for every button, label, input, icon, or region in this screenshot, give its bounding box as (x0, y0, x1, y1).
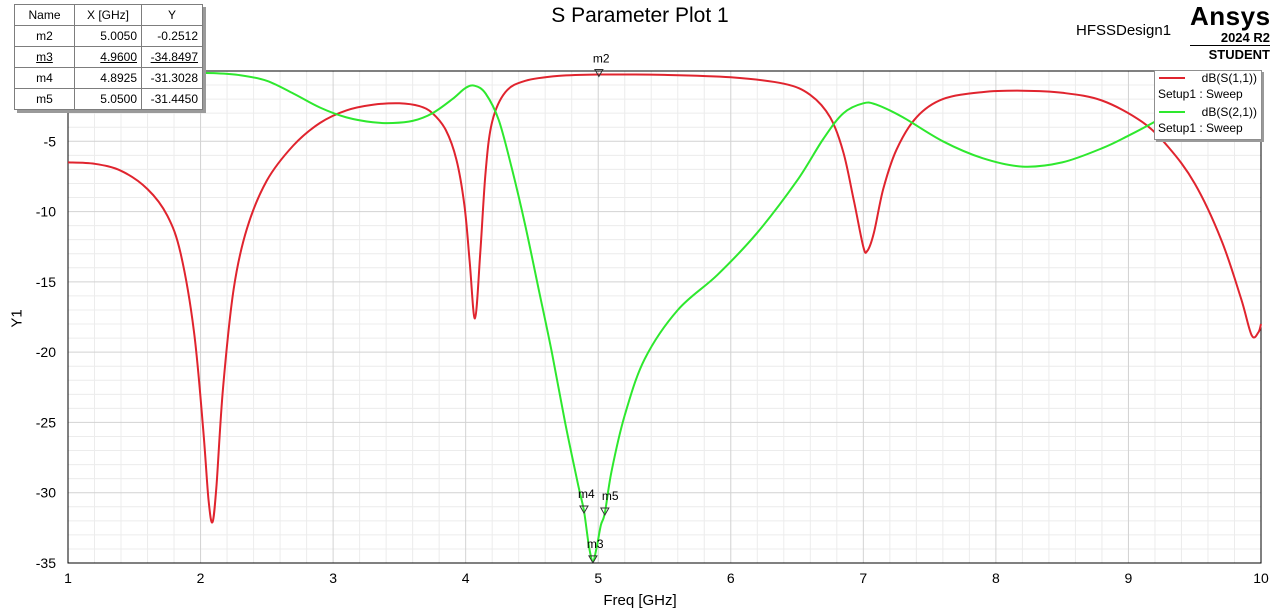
legend-series-name: dB(S(2,1)) (1201, 105, 1257, 119)
brand-version: 2024 R2 (1190, 30, 1270, 46)
brand-edition: STUDENT (1208, 47, 1270, 62)
marker-triangle-m3[interactable] (588, 555, 598, 564)
y-tick-label: -20 (36, 344, 56, 360)
marker-layer: m2 m3 m4 m5 (578, 52, 619, 564)
minor-grid (68, 71, 1261, 563)
x-tick-label: 2 (197, 570, 205, 586)
x-tick-label: 4 (462, 570, 470, 586)
x-tick-label: 6 (727, 570, 735, 586)
y-tick-label: -35 (36, 555, 56, 571)
marker-x: 4.9600 (74, 46, 142, 68)
marker-label-m5: m5 (602, 489, 619, 503)
col-header-y: Y (141, 4, 203, 26)
marker-table-header: Name X [GHz] Y (14, 4, 203, 26)
legend-line-swatch (1159, 77, 1185, 79)
legend-entry[interactable]: dB(S(2,1)) Setup1 : Sweep (1155, 105, 1261, 139)
marker-triangle-m2[interactable] (594, 69, 604, 78)
table-row[interactable]: m4 4.8925 -31.3028 (14, 67, 203, 89)
y-tick-label: -15 (36, 274, 56, 290)
series-line-s11 (67, 73, 1262, 524)
legend-entry[interactable]: dB(S(1,1)) Setup1 : Sweep (1155, 71, 1261, 105)
col-header-name: Name (14, 4, 75, 26)
table-row[interactable]: m3 4.9600 -34.8497 (14, 46, 203, 68)
x-tick-label: 9 (1125, 570, 1133, 586)
marker-x: 5.0050 (74, 25, 142, 47)
marker-label-m2: m2 (593, 52, 610, 66)
brand-name: Ansys (1190, 1, 1271, 31)
legend-setup: Setup1 : Sweep (1158, 87, 1243, 101)
table-row[interactable]: m5 5.0500 -31.4450 (14, 88, 203, 110)
y-tick-label: -10 (36, 204, 56, 220)
y-tick-label: -25 (36, 414, 56, 430)
legend-series-name: dB(S(1,1)) (1201, 71, 1257, 85)
legend-setup: Setup1 : Sweep (1158, 121, 1243, 135)
x-tick-label: 1 (64, 570, 72, 586)
x-tick-label: 7 (859, 570, 867, 586)
marker-x: 5.0500 (74, 88, 142, 110)
y-tick-label: -30 (36, 485, 56, 501)
x-axis-label: Freq [GHz] (603, 592, 677, 609)
col-header-x: X [GHz] (74, 4, 142, 26)
table-row[interactable]: m2 5.0050 -0.2512 (14, 25, 203, 47)
y-axis-label: Y1 (8, 309, 26, 328)
marker-label-m3: m3 (587, 537, 604, 551)
legend[interactable]: dB(S(1,1)) Setup1 : Sweep dB(S(2,1)) Set… (1154, 70, 1262, 140)
marker-x: 4.8925 (74, 67, 142, 89)
marker-name: m2 (14, 25, 75, 47)
design-name: HFSSDesign1 (1076, 22, 1172, 39)
marker-y: -34.8497 (141, 46, 203, 68)
plot-title: S Parameter Plot 1 (551, 4, 729, 27)
y-tick-label: -5 (44, 133, 57, 149)
y-axis-ticks: -5 -10 -15 -20 -25 -30 -35 (36, 133, 56, 571)
marker-y: -31.3028 (141, 67, 203, 89)
marker-y: -0.2512 (141, 25, 203, 47)
marker-name: m3 (14, 46, 75, 68)
marker-triangle-m5[interactable] (599, 507, 610, 517)
x-tick-label: 8 (992, 570, 1000, 586)
marker-name: m4 (14, 67, 75, 89)
marker-table[interactable]: Name X [GHz] Y m2 5.0050 -0.2512 m3 4.96… (14, 4, 203, 110)
x-tick-label: 3 (329, 570, 337, 586)
x-axis-ticks: 1 2 3 4 5 6 7 8 9 10 (64, 570, 1269, 586)
series-line-s21 (193, 71, 1209, 562)
major-grid (67, 70, 1262, 564)
x-tick-label: 10 (1253, 570, 1269, 586)
legend-line-swatch (1159, 111, 1185, 113)
marker-triangle-m4[interactable] (579, 505, 589, 515)
series-layer (67, 71, 1262, 562)
marker-label-m4: m4 (578, 487, 595, 501)
x-tick-label: 5 (594, 570, 602, 586)
marker-name: m5 (14, 88, 75, 110)
plot-frame (67, 70, 1262, 564)
ansys-logo: Ansys 2024 R2 STUDENT (1190, 2, 1270, 63)
marker-y: -31.4450 (141, 88, 203, 110)
